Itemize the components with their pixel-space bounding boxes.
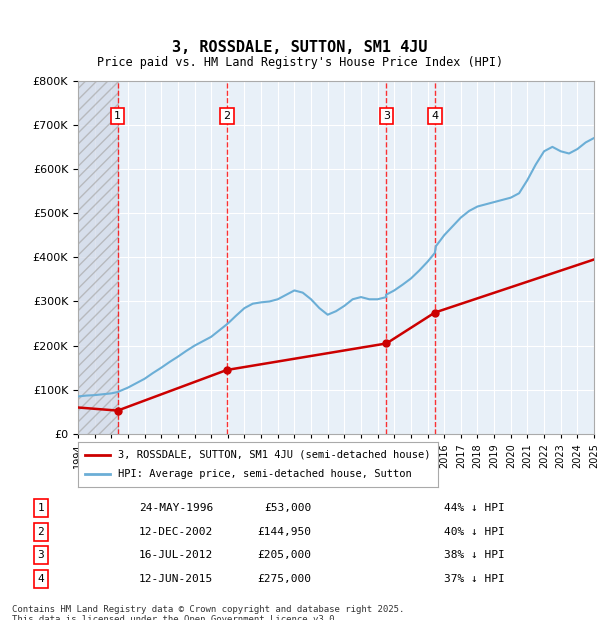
Text: 1: 1 [114, 111, 121, 121]
Text: 38% ↓ HPI: 38% ↓ HPI [444, 551, 505, 560]
Text: 12-JUN-2015: 12-JUN-2015 [139, 574, 213, 584]
Text: Price paid vs. HM Land Registry's House Price Index (HPI): Price paid vs. HM Land Registry's House … [97, 56, 503, 69]
Text: 3, ROSSDALE, SUTTON, SM1 4JU (semi-detached house): 3, ROSSDALE, SUTTON, SM1 4JU (semi-detac… [118, 450, 430, 459]
Text: HPI: Average price, semi-detached house, Sutton: HPI: Average price, semi-detached house,… [118, 469, 412, 479]
Text: 44% ↓ HPI: 44% ↓ HPI [444, 503, 505, 513]
Bar [78, 81, 118, 434]
Text: 40% ↓ HPI: 40% ↓ HPI [444, 527, 505, 537]
Text: 2: 2 [223, 111, 230, 121]
Text: 37% ↓ HPI: 37% ↓ HPI [444, 574, 505, 584]
Text: 3: 3 [383, 111, 390, 121]
Text: 24-MAY-1996: 24-MAY-1996 [139, 503, 213, 513]
Text: £275,000: £275,000 [257, 574, 311, 584]
Text: 4: 4 [431, 111, 439, 121]
Text: £144,950: £144,950 [257, 527, 311, 537]
Text: Contains HM Land Registry data © Crown copyright and database right 2025.
This d: Contains HM Land Registry data © Crown c… [12, 604, 404, 620]
Text: 4: 4 [37, 574, 44, 584]
Text: £53,000: £53,000 [264, 503, 311, 513]
Text: £205,000: £205,000 [257, 551, 311, 560]
Text: 12-DEC-2002: 12-DEC-2002 [139, 527, 213, 537]
Text: 16-JUL-2012: 16-JUL-2012 [139, 551, 213, 560]
Text: 3: 3 [37, 551, 44, 560]
Text: 2: 2 [37, 527, 44, 537]
Text: 3, ROSSDALE, SUTTON, SM1 4JU: 3, ROSSDALE, SUTTON, SM1 4JU [172, 40, 428, 55]
Text: 1: 1 [37, 503, 44, 513]
